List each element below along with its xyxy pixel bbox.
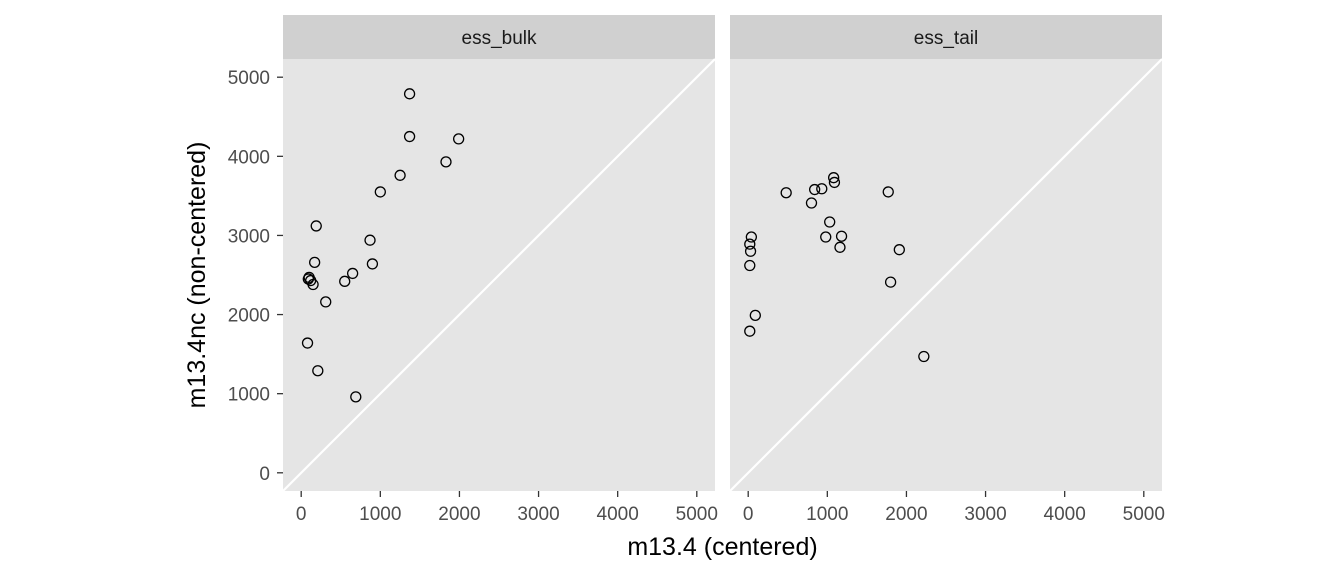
data-point (350, 391, 362, 403)
data-point (744, 238, 756, 250)
facet-strip-label: ess_tail (914, 28, 978, 49)
x-tick-label: 2000 (885, 504, 927, 525)
data-point (394, 169, 406, 181)
data-point (828, 176, 841, 189)
data-point (809, 183, 821, 196)
data-point (346, 267, 359, 280)
data-point (882, 186, 894, 198)
data-point (366, 258, 379, 270)
data-point (374, 186, 386, 198)
data-point (320, 296, 332, 308)
data-point (307, 278, 319, 291)
y-tick-label: 4000 (228, 147, 270, 168)
x-tick-label: 3000 (964, 504, 1006, 525)
data-point (893, 244, 905, 256)
x-tick-label: 1000 (359, 504, 401, 525)
facet-strip (283, 15, 715, 59)
identity-reference-line (282, 58, 716, 492)
x-tick-label: 5000 (1123, 504, 1165, 525)
data-point (744, 245, 757, 257)
facet-panel-ess_bulk: ess_bulk 0 1000 2000 3000 4000 5000 (282, 15, 718, 525)
data-point (835, 230, 848, 242)
data-point (805, 197, 818, 209)
x-tick-label: 4000 (1044, 504, 1086, 525)
data-point (744, 325, 756, 337)
y-axis-title: m13.4nc (non-centered) (183, 142, 211, 409)
data-point (403, 88, 416, 100)
data-point (403, 130, 416, 143)
data-point (884, 276, 897, 288)
data-point (820, 231, 832, 243)
y-tick-label: 5000 (228, 68, 270, 89)
x-tick-label: 3000 (517, 504, 559, 525)
x-tick-label: 4000 (597, 504, 639, 525)
data-point (301, 337, 314, 349)
data-point (744, 259, 756, 272)
y-tick-label: 1000 (228, 385, 270, 406)
data-point (824, 216, 836, 228)
x-axis-title: m13.4 (centered) (627, 533, 817, 561)
data-point (749, 309, 761, 322)
facet-panel-ess_tail: ess_tail 0 1000 2000 3000 4000 5000 (729, 15, 1165, 525)
data-point (310, 220, 322, 232)
data-point (780, 187, 792, 199)
x-tick-label: 2000 (438, 504, 480, 525)
data-point (745, 231, 758, 243)
y-tick-label: 0 (259, 464, 270, 485)
facet-strip-label: ess_bulk (462, 28, 537, 49)
data-point (308, 256, 321, 268)
data-point (918, 350, 930, 363)
x-tick-label: 0 (296, 504, 307, 525)
panels-layer: ess_bulk 0 1000 2000 3000 4000 5000 ess_tail 0 10… (282, 15, 1165, 525)
x-tick-label: 1000 (806, 504, 848, 525)
data-point (440, 156, 452, 168)
identity-reference-line (729, 58, 1163, 492)
facet-strip (730, 15, 1162, 59)
data-point (452, 133, 465, 145)
data-point (312, 365, 324, 377)
data-point (364, 234, 376, 246)
data-point (816, 183, 828, 195)
y-tick-label: 3000 (228, 226, 270, 247)
x-tick-label: 0 (743, 504, 754, 525)
data-point (834, 241, 846, 253)
data-point (827, 172, 840, 184)
x-tick-label: 5000 (676, 504, 718, 525)
data-point (339, 275, 351, 287)
y-tick-label: 2000 (228, 306, 270, 327)
y-axis: 0 1000 2000 3000 4000 5000 (228, 68, 283, 485)
